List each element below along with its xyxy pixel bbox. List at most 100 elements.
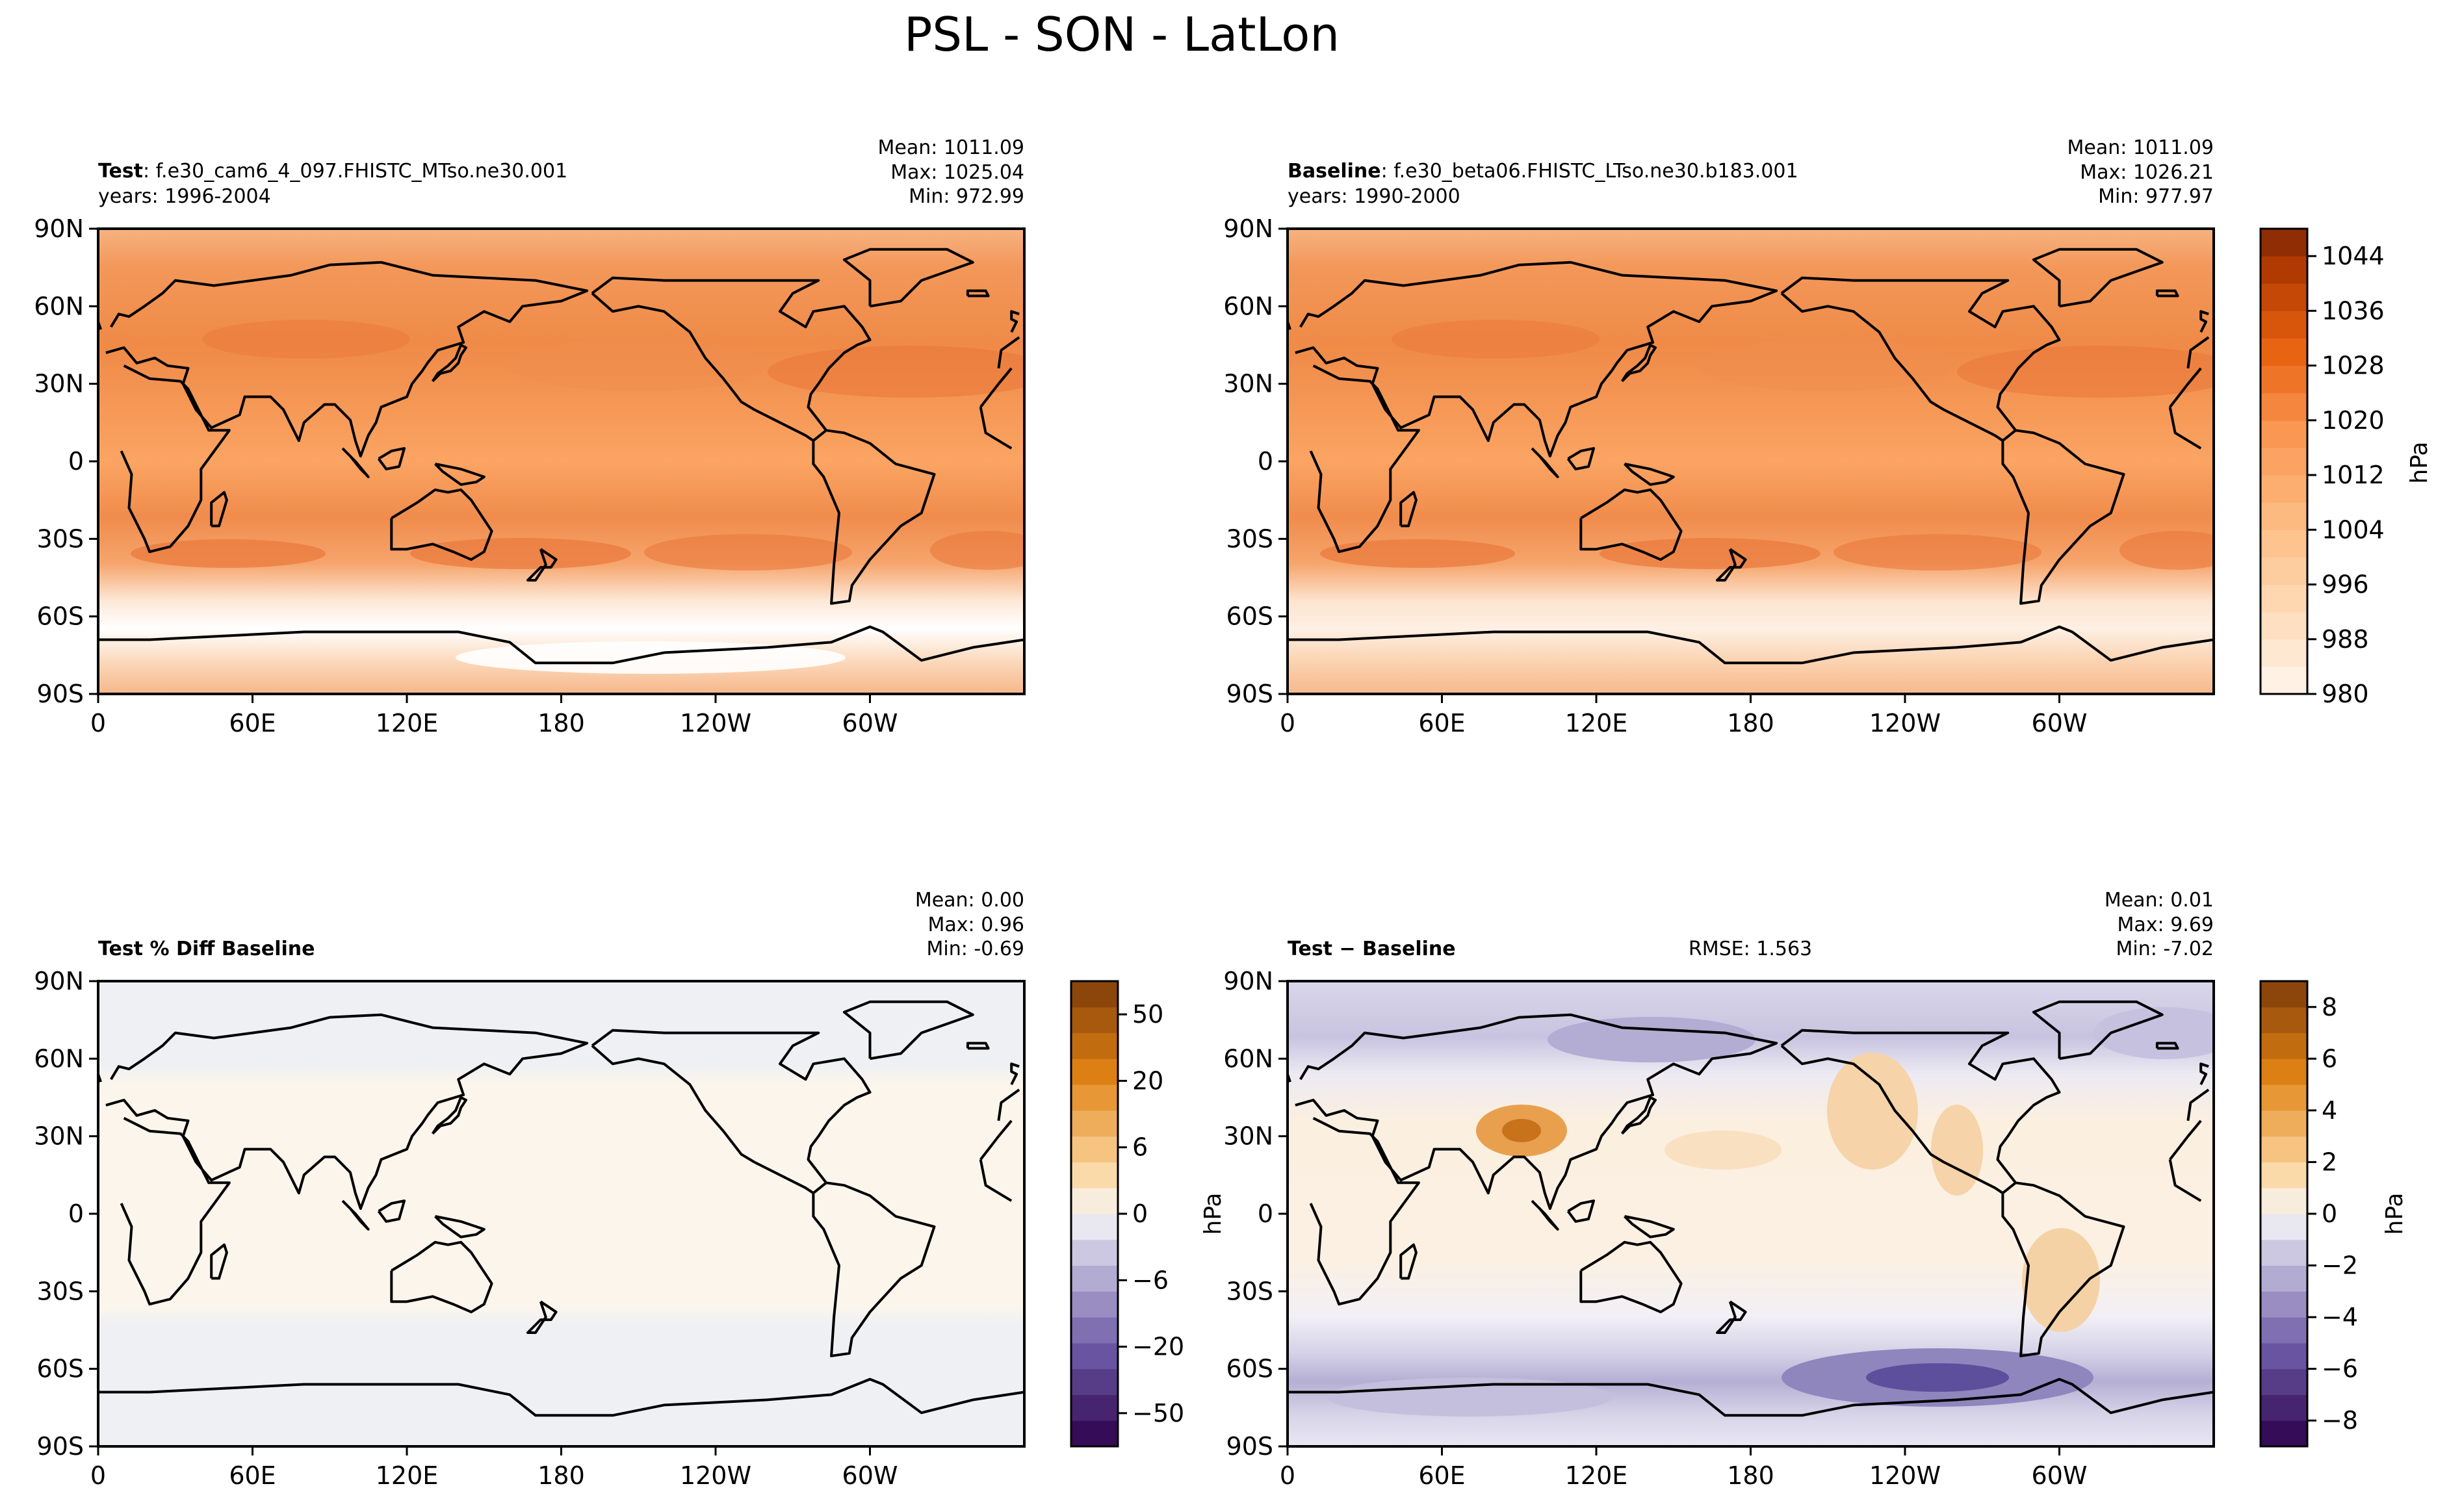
y-tick-label: 30N [34,370,84,398]
colorbar-level [2261,283,2307,311]
colorbar-level [1071,1420,1118,1447]
y-tick-label: 0 [68,1199,84,1228]
y-tick-label: 60N [1223,292,1273,320]
x-tick-label: 0 [90,709,106,737]
colorbar-level [2261,1188,2307,1214]
colorbar-diff: −8 −6 −4 −2 0 2 4 6 8 [2259,980,2358,1448]
test-stat-max: Max: 1025.04 [890,161,1024,184]
colorbar-level [1071,1317,1118,1344]
colorbar-level [2261,557,2307,585]
colorbar-level [2261,338,2307,366]
colorbar-level [2261,1394,2307,1421]
colorbar-level [1071,1006,1118,1034]
coastline-path [1288,248,2214,665]
colorbar-baseline-label: hPa [2406,442,2433,484]
colorbar-tick-label: 6 [1132,1133,1148,1162]
y-tick-label: 60S [37,602,84,631]
y-tick-label: 0 [1258,1199,1273,1228]
colorbar-level [2261,1420,2307,1447]
colorbar-level [2261,365,2307,394]
x-tick-label: 120W [680,1461,751,1490]
colorbar-tick-label: 50 [1132,1000,1163,1029]
colorbar-level [2261,475,2307,503]
colorbar-tick-label: −6 [1132,1266,1169,1294]
y-tick-label: 30S [37,524,84,553]
diff-rmse: RMSE: 1.563 [1689,938,1812,960]
y-tick-label: 90N [1223,967,1273,995]
test-field [98,229,1024,694]
colorbar-tick-label: 996 [2322,570,2369,599]
colorbar-level [1071,1265,1118,1292]
y-tick-label: 60N [34,1044,84,1073]
colorbar-level [1071,1342,1118,1370]
baseline-label: Baseline: f.e30_beta06.FHISTC_LTso.ne30.… [1288,160,1798,183]
test-stat-mean: Mean: 1011.09 [878,136,1024,159]
colorbar-tick-label: 2 [2322,1147,2337,1176]
coastlines [1288,248,2214,665]
colorbar-level [1071,1032,1118,1059]
colorbar-level [2261,392,2307,421]
colorbar-level [2261,1162,2307,1188]
x-tick-label: 120E [376,709,439,737]
colorbar-level [2261,1214,2307,1240]
diff-stat-max: Max: 9.69 [2118,914,2214,936]
x-tick-label: 60W [2032,1461,2088,1490]
x-tick-label: 180 [1727,709,1774,737]
colorbar-level [2261,1006,2307,1034]
colorbar-tick-label: 980 [2322,680,2369,708]
colorbar-level [2261,1058,2307,1085]
y-tick-label: 30N [1223,370,1273,398]
pct-diff-stat-min: Min: -0.69 [927,938,1025,960]
colorbar-level [2261,311,2307,339]
y-tick-label: 30S [37,1277,84,1305]
colorbar-tick-label: −20 [1132,1333,1184,1361]
colorbar-tick-label: 1044 [2322,242,2385,270]
baseline-stat-min: Min: 977.97 [2098,185,2214,208]
test-label: Test: f.e30_cam6_4_097.FHISTC_MTso.ne30.… [98,160,567,183]
x-tick-label: 60E [229,1461,276,1490]
colorbar-tick-label: 1012 [2322,461,2385,489]
colorbar-level [2261,666,2307,695]
colorbar-level [2261,1342,2307,1370]
pct-diff-stat-max: Max: 0.96 [928,914,1024,936]
x-tick-label: 60W [842,709,898,737]
test-panel: Test: f.e30_cam6_4_097.FHISTC_MTso.ne30.… [34,136,1026,737]
x-tick-label: 120E [376,1461,439,1490]
colorbar-tick-label: −50 [1132,1399,1184,1428]
colorbar-level [2261,1317,2307,1344]
colorbar-level [1071,1214,1118,1240]
coastline-path [1288,1000,2214,1417]
colorbar-tick-label: 1004 [2322,515,2385,544]
colorbar-tick-label: 988 [2322,625,2369,654]
colorbar-level [2261,502,2307,530]
colorbar-level [2261,1265,2307,1292]
colorbar-level [2261,639,2307,667]
x-tick-label: 180 [1727,1461,1774,1490]
colorbar-level [1071,1136,1118,1162]
y-tick-label: 30N [1223,1122,1273,1151]
colorbar-level [2261,1032,2307,1059]
colorbar-tick-label: 0 [1132,1199,1148,1228]
colorbar-tick-label: 1028 [2322,352,2385,380]
x-tick-label: 60W [842,1461,898,1490]
colorbar-level [1071,1368,1118,1395]
y-tick-label: 0 [1258,447,1273,476]
y-tick-label: 60S [1226,602,1273,631]
x-tick-label: 60E [229,709,276,737]
coastlines [1288,1000,2214,1417]
colorbar-tick-label: 8 [2322,993,2337,1021]
pct-diff-panel: Test % Diff Baseline Mean: 0.00 Max: 0.9… [34,889,1026,1490]
colorbar-level [1071,1084,1118,1111]
test-years: years: 1996-2004 [98,185,271,208]
x-tick-label: 120E [1565,1461,1628,1490]
colorbar-tick-label: −2 [2322,1251,2358,1280]
colorbar-tick-label: −4 [2322,1303,2358,1331]
colorbar-tick-label: −6 [2322,1355,2358,1383]
diff-panel: Test − Baseline RMSE: 1.563 Mean: 0.01 M… [1223,889,2215,1490]
x-tick-label: 0 [1280,1461,1295,1490]
colorbar-level [2261,611,2307,640]
x-tick-label: 0 [1280,709,1295,737]
colorbar-level [1071,1291,1118,1318]
diff-label: Test − Baseline [1288,938,1456,960]
